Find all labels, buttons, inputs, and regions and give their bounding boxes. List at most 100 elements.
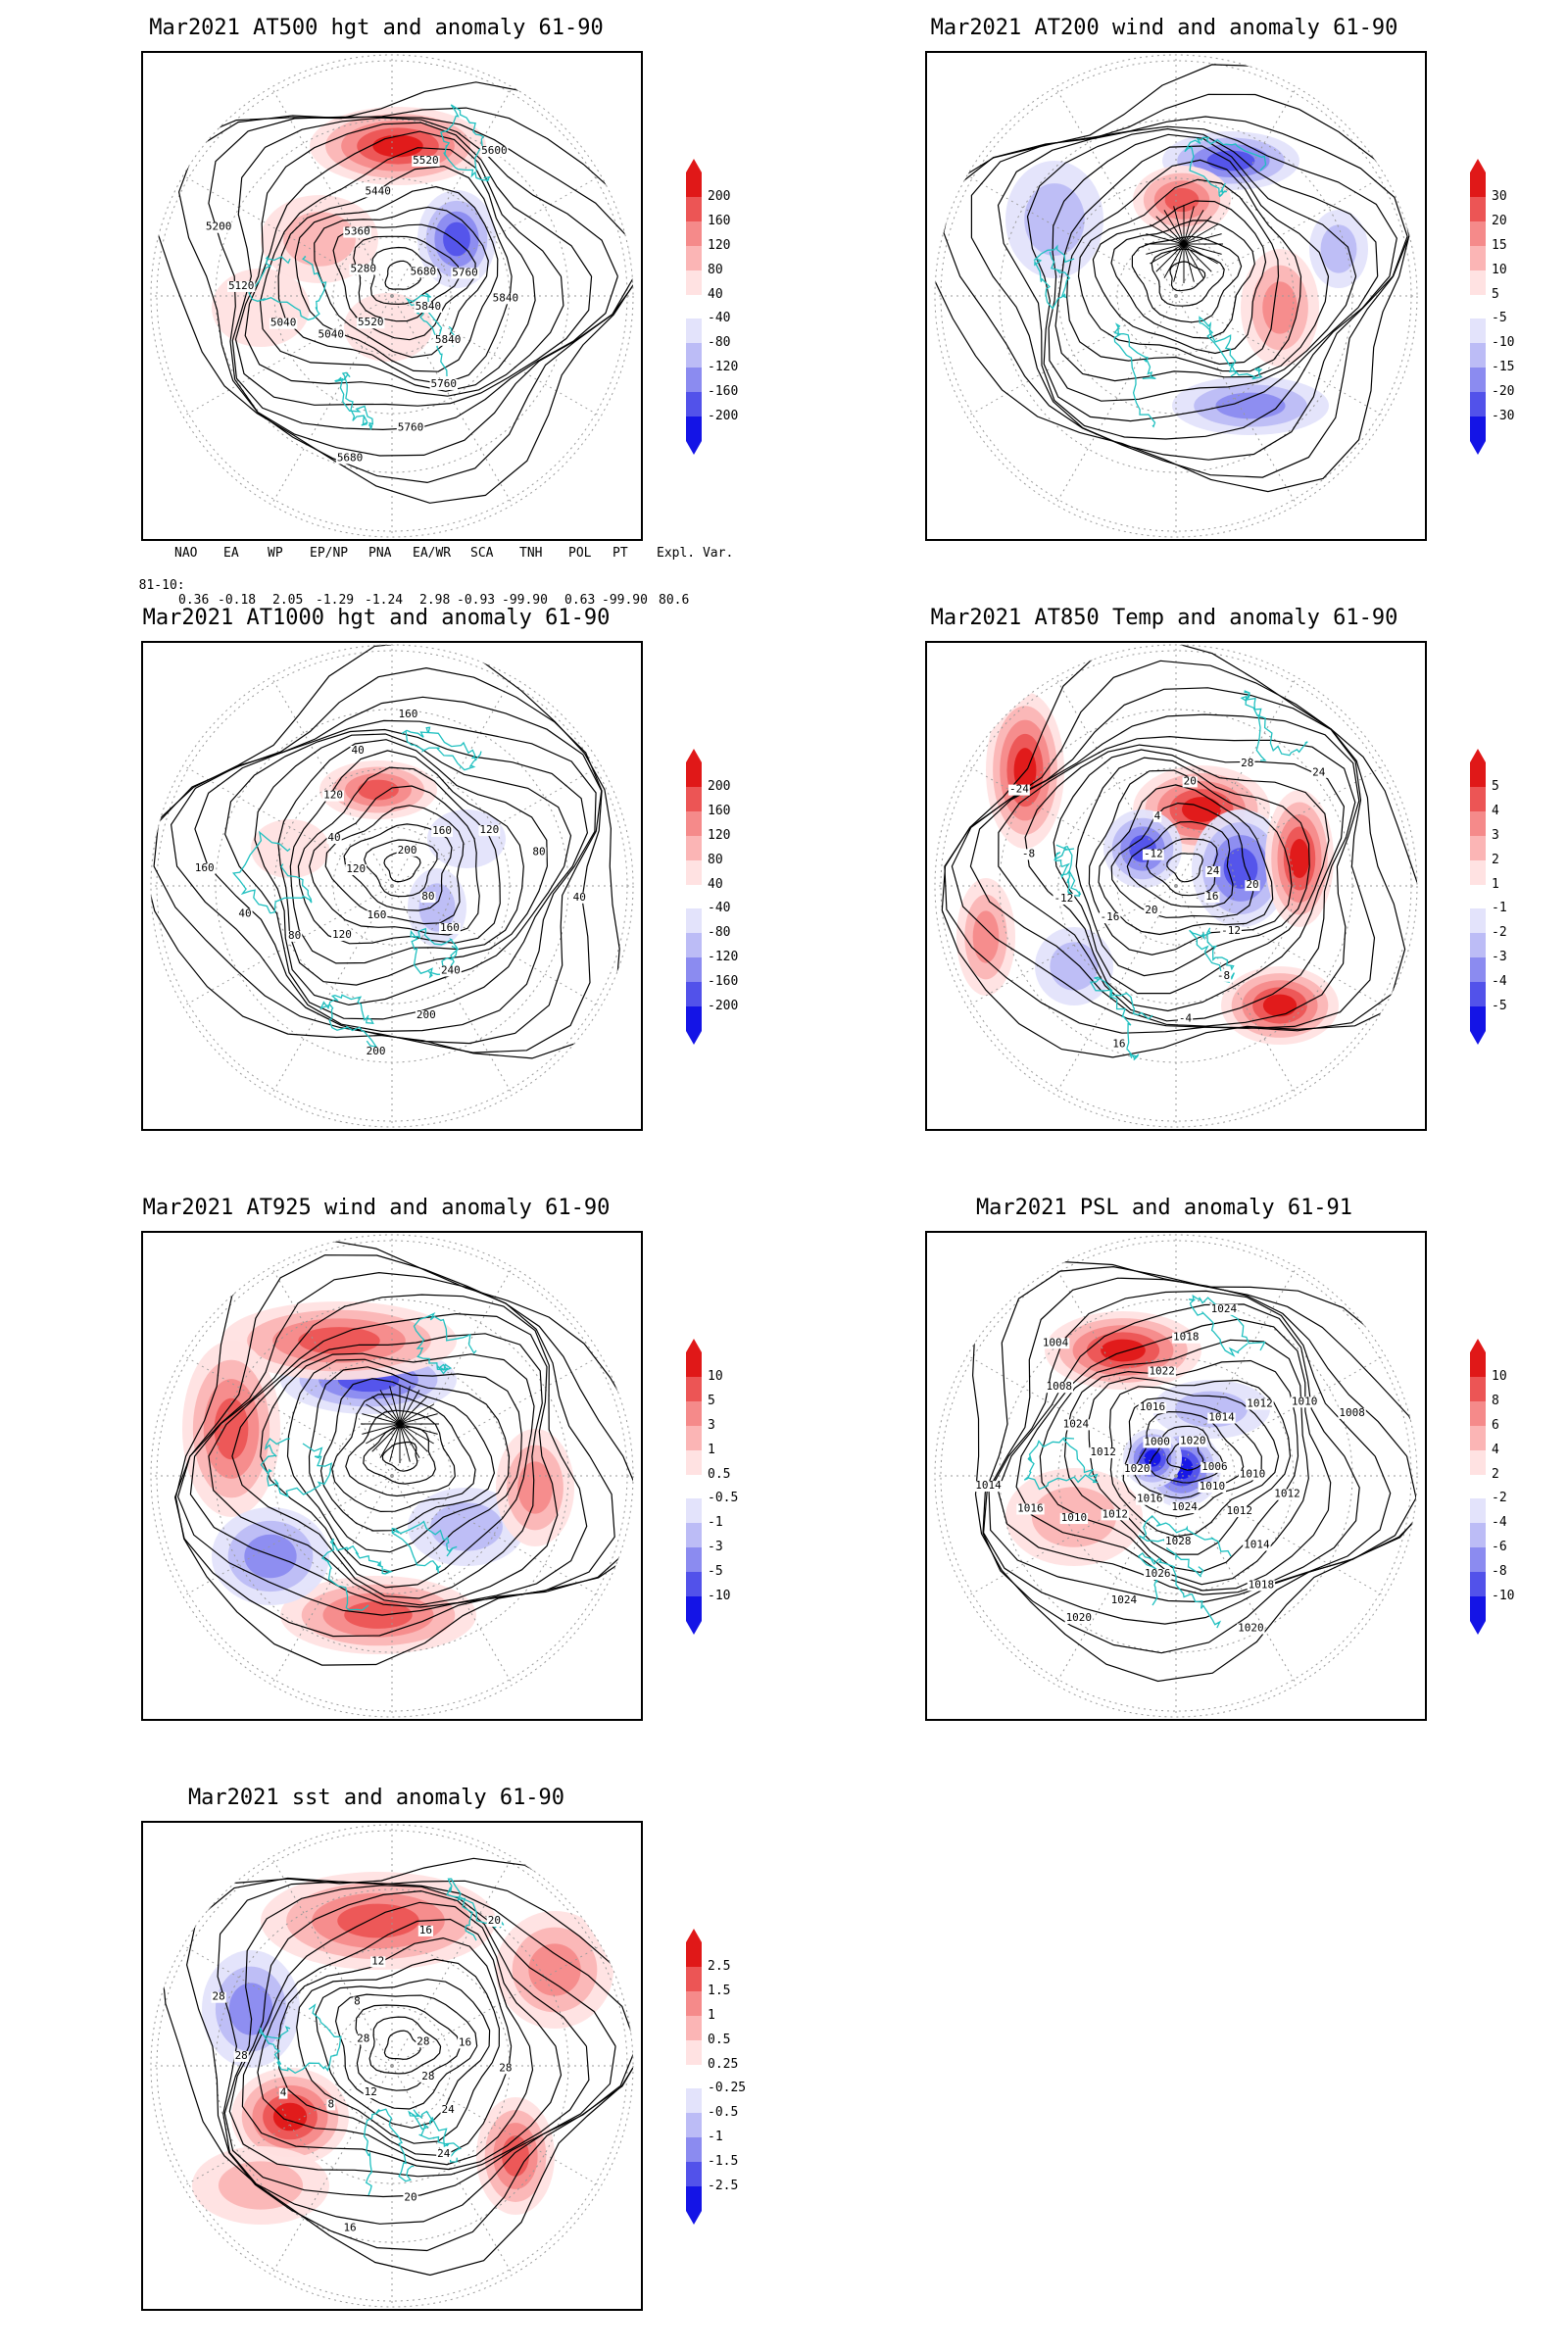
- index-header-3: EP/NP: [310, 546, 349, 561]
- contour-line: [1015, 1318, 1332, 1592]
- contour-line: [170, 696, 603, 1045]
- meridian-line: [1054, 676, 1177, 887]
- contour-label: 1012: [1227, 1504, 1253, 1517]
- contour-line: [1053, 749, 1330, 995]
- contour-line: [383, 852, 421, 883]
- contour-label: 8: [327, 2097, 334, 2110]
- meridian-line: [1054, 1475, 1177, 1686]
- anomaly-shading: [283, 212, 356, 267]
- contour-label-bg: [326, 833, 342, 845]
- index-value-3: -1.29: [316, 593, 355, 608]
- contour-label: 80: [421, 890, 434, 903]
- colorbar-segment: [686, 2186, 702, 2212]
- contour-label-bg: [193, 863, 216, 875]
- map-boundary: [934, 54, 1418, 538]
- contour-line: [1075, 757, 1310, 977]
- contour-label: 1018: [1173, 1331, 1200, 1344]
- contour-label-bg: [480, 145, 509, 157]
- colorbar-segment: [686, 1400, 702, 1427]
- contour-label: 5040: [270, 317, 297, 329]
- teleconnection-values: 81-10: 0.36 -0.18 2.05 -1.29 -1.24 2.98 -0.93-…: [123, 564, 690, 608]
- colorbar-label: 200: [708, 188, 731, 204]
- polar-map-psl: 1010101210141018102010241028102610241020…: [934, 1234, 1418, 1718]
- colorbar-label: -0.5: [708, 2105, 739, 2121]
- contour-label: 1014: [975, 1479, 1002, 1492]
- contour-label-bg: [1164, 1537, 1193, 1548]
- streamline: [1183, 233, 1222, 245]
- colorbar-label: -8: [1492, 1564, 1507, 1580]
- contour-label-bg: [204, 221, 233, 233]
- index-header-1: EA: [223, 546, 239, 561]
- contour-line: [969, 713, 1360, 1027]
- contour-label-bg: [1245, 880, 1260, 892]
- contour-label: 4: [280, 2086, 287, 2099]
- colorbar-label: 40: [708, 286, 723, 302]
- contour-label: 40: [352, 744, 365, 757]
- contour-label: 20: [1246, 878, 1258, 891]
- colorbar-segment: [1470, 957, 1486, 983]
- colorbar-label: 10: [1492, 1368, 1507, 1384]
- contour-label: 1010: [1292, 1395, 1318, 1407]
- contour-line: [1039, 1339, 1309, 1586]
- contour-label: -8: [1217, 969, 1230, 982]
- colorbar-segment: [1470, 835, 1486, 861]
- anomaly-shading: [244, 1534, 297, 1579]
- contour-label-bg: [1240, 758, 1255, 769]
- colorbar-label: 120: [708, 827, 731, 843]
- contour-label: 24: [441, 2103, 455, 2116]
- contour-label-bg: [451, 268, 479, 279]
- streamline: [379, 1390, 401, 1425]
- contour-line: [294, 185, 499, 372]
- streamline: [399, 1423, 420, 1458]
- streamline: [1146, 243, 1185, 255]
- colorbar-label: -80: [708, 335, 731, 351]
- contour-label: 160: [399, 708, 418, 720]
- colorbar-segment: [1470, 933, 1486, 958]
- meridian-line: [391, 2065, 602, 2187]
- contour-label: 1014: [1244, 1538, 1270, 1550]
- contour-label-bg: [478, 825, 501, 837]
- contour-label: 1024: [1211, 1302, 1238, 1315]
- colorbar-segment: [686, 1352, 702, 1378]
- contour-line: [185, 1877, 633, 2252]
- contour-label-bg: [1177, 1013, 1194, 1025]
- contour-label-bg: [1109, 1595, 1139, 1607]
- contour-label: 1008: [1339, 1406, 1365, 1419]
- polar-map-at850: 16 -12 -8 -4 16 20 -16 -12 -8 -24 -12 4 20 28 24 24 20: [934, 644, 1418, 1128]
- contour-label: 1018: [1249, 1578, 1275, 1591]
- anomaly-shading: [427, 809, 506, 868]
- index-value-2: 2.05: [272, 593, 304, 608]
- map-frame-at200: [925, 51, 1427, 541]
- colorbar-label: -200: [708, 999, 739, 1014]
- colorbar-label: 1: [708, 1442, 715, 1457]
- colorbar-label: 5: [1492, 286, 1499, 302]
- streamline: [1146, 233, 1185, 245]
- contour-line: [332, 223, 476, 341]
- index-header-5: EA/WR: [413, 546, 452, 561]
- colorbar-segment: [1470, 786, 1486, 812]
- colorbar-label: -5: [1492, 311, 1507, 326]
- meridian-line: [1175, 295, 1386, 417]
- streamline: [362, 1423, 401, 1435]
- contour-label-bg: [1041, 1338, 1070, 1349]
- contour-line: [1169, 261, 1206, 292]
- contour-label-bg: [1045, 1382, 1073, 1394]
- contour-label: 1000: [1144, 1435, 1170, 1447]
- contour-line: [241, 1901, 563, 2171]
- contour-label: 1024: [1171, 1500, 1198, 1513]
- meridian-line: [1054, 295, 1177, 506]
- contour-label-bg: [364, 186, 392, 198]
- contour-line: [381, 1441, 418, 1472]
- contour-label-bg: [436, 2148, 452, 2160]
- index-value-10: 80.6: [659, 593, 690, 608]
- contour-label-bg: [1152, 810, 1162, 822]
- contour-label: 1016: [1137, 1493, 1163, 1505]
- contour-label: 1012: [1090, 1446, 1116, 1458]
- coastline-segment: [319, 994, 378, 1049]
- contour-label-bg: [349, 264, 377, 275]
- colorbar-label: -10: [1492, 335, 1515, 351]
- meridian-line: [270, 1266, 393, 1477]
- contour-label: 24: [1206, 864, 1220, 877]
- contour-label: 120: [346, 862, 366, 875]
- colorbar-max-arrow: [1470, 159, 1486, 172]
